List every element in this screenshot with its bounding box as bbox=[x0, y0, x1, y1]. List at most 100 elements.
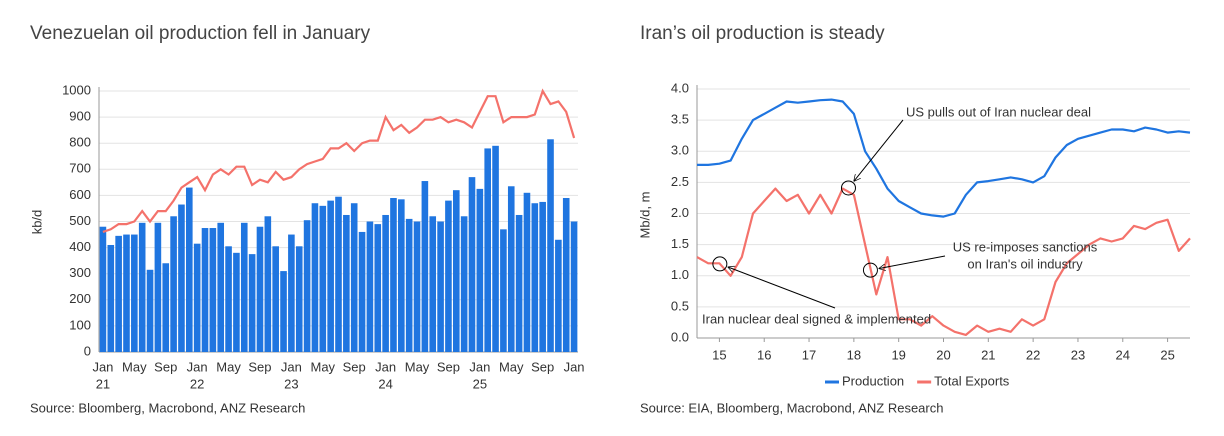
legend-label: Total Exports bbox=[934, 373, 1010, 388]
bar bbox=[523, 192, 531, 352]
x-tick-label: 23 bbox=[1071, 347, 1085, 362]
x-tick-label: 17 bbox=[802, 347, 816, 362]
bar bbox=[178, 204, 185, 352]
bar bbox=[233, 252, 240, 352]
x-tick-label: May bbox=[216, 359, 241, 374]
y-tick-label: 2.5 bbox=[671, 174, 689, 189]
source: Source: EIA, Bloomberg, Macrobond, ANZ R… bbox=[640, 400, 943, 415]
y-tick-label: 0 bbox=[84, 343, 91, 358]
x-tick-label: Sep bbox=[343, 359, 366, 374]
bar bbox=[256, 226, 264, 352]
bar bbox=[115, 235, 122, 352]
x-group-label: 25 bbox=[473, 376, 487, 391]
bar bbox=[201, 228, 209, 352]
bar bbox=[531, 203, 539, 352]
bar bbox=[468, 177, 476, 352]
y-axis-label: Mb/d, m bbox=[637, 192, 652, 239]
bar bbox=[539, 201, 546, 352]
bar bbox=[421, 181, 429, 352]
y-tick-label: 3.5 bbox=[671, 112, 689, 127]
y-tick-label: 700 bbox=[69, 161, 91, 176]
annotation-text: US pulls out of Iran nuclear deal bbox=[906, 104, 1091, 119]
bar bbox=[350, 203, 358, 352]
bar bbox=[484, 148, 491, 352]
x-tick-label: Jan bbox=[92, 359, 113, 374]
x-group-label: 24 bbox=[378, 376, 392, 391]
bar bbox=[280, 271, 287, 352]
bar bbox=[492, 145, 499, 352]
source: Source: Bloomberg, Macrobond, ANZ Resear… bbox=[30, 400, 305, 415]
bar bbox=[413, 221, 421, 352]
bar bbox=[374, 224, 382, 352]
y-tick-label: 0.0 bbox=[671, 329, 689, 344]
bar bbox=[303, 220, 311, 352]
bar bbox=[138, 222, 146, 352]
bar bbox=[264, 216, 272, 352]
annotation-circle bbox=[712, 256, 728, 272]
y-tick-label: 1.5 bbox=[671, 236, 689, 251]
bar bbox=[555, 239, 562, 352]
x-tick-label: 20 bbox=[936, 347, 950, 362]
bar bbox=[547, 139, 554, 352]
bar bbox=[335, 196, 342, 352]
line bbox=[102, 88, 576, 233]
bar bbox=[170, 216, 177, 352]
x-group-label: 22 bbox=[190, 376, 204, 391]
y-tick-label: 600 bbox=[69, 187, 91, 202]
bar bbox=[209, 228, 217, 352]
bar bbox=[390, 198, 397, 352]
x-tick-label: 22 bbox=[1026, 347, 1040, 362]
bar bbox=[382, 214, 389, 352]
bar bbox=[154, 222, 162, 352]
annotation-circle bbox=[840, 180, 856, 196]
x-tick-label: 18 bbox=[847, 347, 861, 362]
bar bbox=[358, 231, 366, 352]
y-tick-label: 100 bbox=[69, 317, 91, 332]
bar bbox=[311, 203, 319, 352]
y-tick-label: 1000 bbox=[62, 82, 91, 97]
x-tick-label: Sep bbox=[154, 359, 177, 374]
bar bbox=[445, 200, 452, 352]
line bbox=[697, 98, 1191, 218]
bar bbox=[460, 216, 468, 352]
bar bbox=[295, 246, 303, 352]
bar bbox=[186, 187, 193, 352]
bar bbox=[248, 254, 256, 352]
bar bbox=[515, 214, 523, 352]
annotation-arrow bbox=[854, 119, 904, 181]
annotation-text: US re-imposes sanctions bbox=[953, 239, 1098, 254]
y-tick-label: 400 bbox=[69, 239, 91, 254]
bar bbox=[319, 205, 327, 352]
x-tick-label: Jan bbox=[187, 359, 208, 374]
y-tick-label: 4.0 bbox=[671, 80, 689, 95]
bar bbox=[107, 244, 115, 352]
x-group-label: 21 bbox=[96, 376, 110, 391]
y-tick-label: 500 bbox=[69, 213, 91, 228]
x-tick-label: 25 bbox=[1160, 347, 1174, 362]
bar bbox=[146, 269, 154, 352]
bar bbox=[272, 246, 279, 352]
bar bbox=[437, 221, 444, 352]
x-tick-label: Sep bbox=[437, 359, 460, 374]
annotation-arrow bbox=[879, 255, 946, 268]
bar bbox=[398, 199, 405, 352]
y-axis-label: kb/d bbox=[29, 210, 44, 235]
bar bbox=[366, 221, 374, 352]
x-tick-label: Jan bbox=[281, 359, 302, 374]
x-tick-label: 15 bbox=[712, 347, 726, 362]
annotation-text: on Iran's oil industry bbox=[967, 256, 1083, 271]
bar bbox=[562, 198, 570, 352]
x-tick-label: Sep bbox=[248, 359, 271, 374]
annotation-circle bbox=[862, 262, 878, 278]
x-tick-label: May bbox=[405, 359, 430, 374]
y-tick-label: 2.0 bbox=[671, 205, 689, 220]
x-tick-label: Jan bbox=[564, 359, 585, 374]
x-tick-label: Sep bbox=[531, 359, 554, 374]
annotation-text: Iran nuclear deal signed & implemented bbox=[702, 311, 931, 326]
bar bbox=[507, 186, 515, 352]
bar bbox=[193, 243, 201, 352]
x-tick-label: May bbox=[499, 359, 524, 374]
bar bbox=[452, 190, 460, 352]
bar bbox=[500, 229, 507, 352]
bar bbox=[327, 200, 334, 352]
